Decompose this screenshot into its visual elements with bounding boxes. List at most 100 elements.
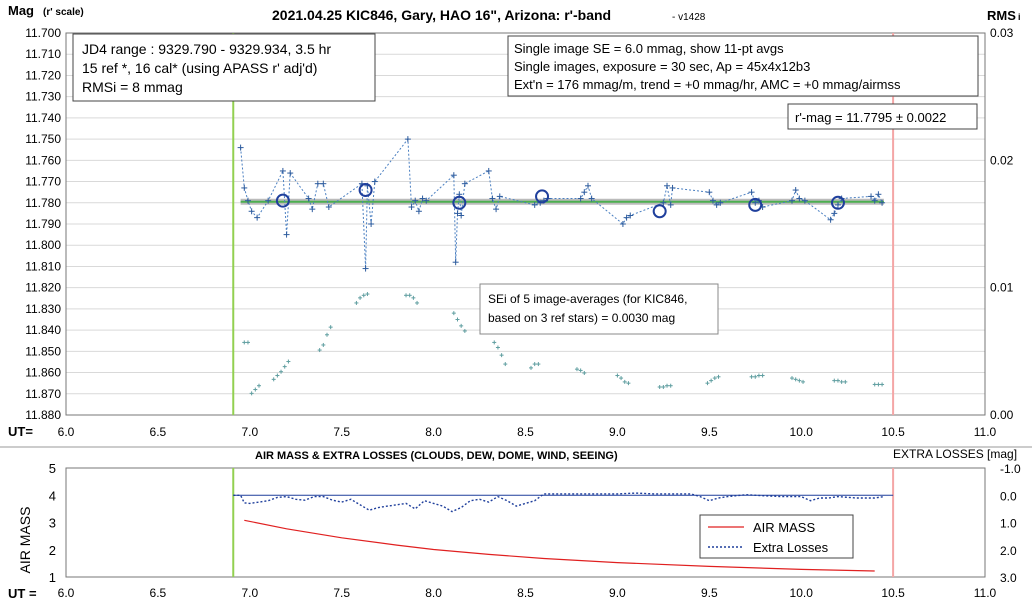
average-point (452, 195, 467, 210)
info-rmsi: RMSi = 8 mmag (82, 79, 183, 95)
single-image-point (314, 180, 321, 187)
info-sei-2: based on 3 ref stars) = 0.0030 mag (488, 311, 675, 325)
sei-point (832, 378, 837, 383)
extra-losses-line (233, 492, 885, 513)
sei-point (753, 374, 758, 379)
bottom-x-tick-label: 6.0 (58, 586, 75, 600)
y-tick-label: 11.820 (25, 281, 61, 295)
sei-point (529, 365, 534, 370)
single-image-point (404, 136, 411, 143)
sei-point (668, 383, 673, 388)
sei-point (286, 359, 291, 364)
sei-point (705, 381, 710, 386)
bottom-x-tick-label: 7.0 (241, 586, 258, 600)
bottom-y-tick-label: 3 (49, 516, 56, 531)
bottom-y-tick-label: 5 (49, 461, 56, 476)
y-tick-label: 11.860 (25, 366, 61, 380)
x-tick-label: 6.0 (58, 425, 75, 439)
single-image-point (489, 195, 496, 202)
bottom-x-tick-label: 8.0 (425, 586, 442, 600)
info-box-range: JD4 range : 9329.790 - 9329.934, 3.5 hr … (72, 33, 376, 102)
single-image-point (623, 214, 630, 221)
sei-point (459, 323, 464, 328)
y-tick-label: 11.840 (25, 323, 61, 337)
sei-point (253, 387, 258, 392)
sei-point (626, 381, 631, 386)
sei-point (622, 379, 627, 384)
sei-point (582, 370, 587, 375)
sei-point (503, 362, 508, 367)
sei-point (404, 293, 409, 298)
y-tick-label: 11.700 (25, 26, 61, 40)
single-image-point (834, 201, 841, 208)
sei-point (415, 300, 420, 305)
legend: AIR MASS Extra Losses (699, 514, 854, 559)
single-image-point (831, 210, 838, 217)
x-tick-label: 11.0 (974, 425, 997, 439)
sei-point (536, 362, 541, 367)
info-r-mag: r'-mag = 11.7795 ± 0.0022 (795, 110, 946, 125)
y2-tick-label: 0.03 (990, 26, 1014, 40)
bottom-y2-tick-label: 0.0 (1000, 489, 1017, 503)
sei-point (245, 340, 250, 345)
x-tick-label: 8.0 (425, 425, 442, 439)
single-image-point (287, 170, 294, 177)
main-ylabel-sub: (r' scale) (43, 7, 84, 18)
single-image-point (371, 178, 378, 185)
sei-point (797, 378, 802, 383)
y-tick-label: 11.770 (25, 175, 61, 189)
x-tick-label: 6.5 (150, 425, 167, 439)
sei-point (321, 342, 326, 347)
single-image-point (827, 216, 834, 223)
bottom-x-tick-label: 11.0 (974, 586, 997, 600)
sei-point (361, 293, 366, 298)
sei-point (578, 368, 583, 373)
single-image-point (454, 210, 461, 217)
single-image-point (408, 204, 415, 211)
sei-point (716, 374, 721, 379)
sei-point (532, 362, 537, 367)
y-tick-label: 11.870 (25, 387, 61, 401)
bottom-y-tick-label: 2 (49, 543, 56, 558)
single-image-point (419, 195, 426, 202)
sei-point (661, 384, 666, 389)
single-image-point (309, 206, 316, 213)
single-image-point (423, 197, 430, 204)
y-tick-label: 11.720 (25, 68, 61, 82)
single-image-point (660, 199, 667, 206)
y-tick-label: 11.710 (25, 47, 61, 61)
sei-point (756, 373, 761, 378)
sei-point (499, 353, 504, 358)
x-tick-label: 7.0 (241, 425, 258, 439)
single-image-point (279, 167, 286, 174)
main-title-version: - v1428 (672, 12, 706, 23)
sei-point (324, 332, 329, 337)
single-image-point (752, 199, 759, 206)
bottom-x-tick-label: 6.5 (150, 586, 167, 600)
info-extinction: Ext'n = 176 mmag/m, trend = +0 mmag/hr, … (514, 77, 901, 92)
sei-point (665, 383, 670, 388)
single-image-point (796, 195, 803, 202)
sei-point (358, 295, 363, 300)
single-image-line (240, 137, 883, 269)
single-image-point (283, 231, 290, 238)
single-image-point (305, 195, 312, 202)
single-image-point (265, 197, 272, 204)
legend-extra-losses-label: Extra Losses (753, 540, 829, 555)
info-image-se: Single image SE = 6.0 mmag, show 11-pt a… (514, 41, 784, 56)
info-box-sei: SEi of 5 image-averages (for KIC846, bas… (479, 283, 719, 335)
info-box-mag: r'-mag = 11.7795 ± 0.0022 (787, 103, 978, 130)
bottom-x-tick-label: 10.5 (881, 586, 905, 600)
info-jd-range: JD4 range : 9329.790 - 9329.934, 3.5 hr (82, 41, 331, 57)
x-tick-label: 10.0 (790, 425, 814, 439)
single-image-point (713, 201, 720, 208)
single-image-point (667, 201, 674, 208)
bottom-plot-frame (65, 467, 986, 578)
info-exposure: Single images, exposure = 30 sec, Ap = 4… (514, 59, 810, 74)
sei-point (256, 383, 261, 388)
single-image-point (627, 212, 634, 219)
y2-tick-label: 0.01 (990, 281, 1014, 295)
sei-point (749, 374, 754, 379)
bottom-xlabel: UT = (8, 586, 37, 601)
legend-airmass-label: AIR MASS (753, 520, 815, 535)
